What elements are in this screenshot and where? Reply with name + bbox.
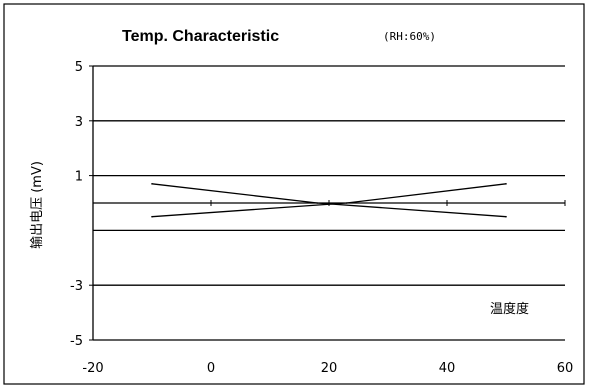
x-tick-label: 40	[439, 361, 456, 376]
grid-layer	[92, 65, 565, 341]
x-tick-label: -20	[82, 361, 103, 376]
x-tick-label: 60	[557, 361, 574, 376]
x-axis-label: 温度度	[490, 301, 529, 317]
y-tick-label: -3	[70, 279, 83, 294]
tick-layer: 5 3 1 -3 -5 -20 0 20 40 60	[70, 60, 573, 376]
y-tick-label: 3	[75, 115, 83, 130]
series-2-point	[151, 215, 153, 218]
series-1-point	[151, 183, 153, 185]
y-axis-label: 输出电压 (mV)	[29, 161, 45, 249]
chart-title: Temp. Characteristic	[122, 28, 279, 45]
chart-subtitle: (RH:60%)	[383, 30, 436, 43]
series-2-point	[505, 183, 507, 185]
series-1-point	[316, 202, 319, 204]
series-2-point	[345, 202, 348, 204]
chart-frame	[3, 3, 585, 385]
y-tick-label: 1	[75, 170, 83, 185]
series-layer	[151, 183, 507, 218]
series-1-point	[505, 215, 507, 218]
y-tick-label: 5	[75, 60, 83, 75]
x-tick-label: 0	[207, 361, 215, 376]
x-tick-label: 20	[321, 361, 338, 376]
y-tick-label: -5	[70, 334, 83, 349]
